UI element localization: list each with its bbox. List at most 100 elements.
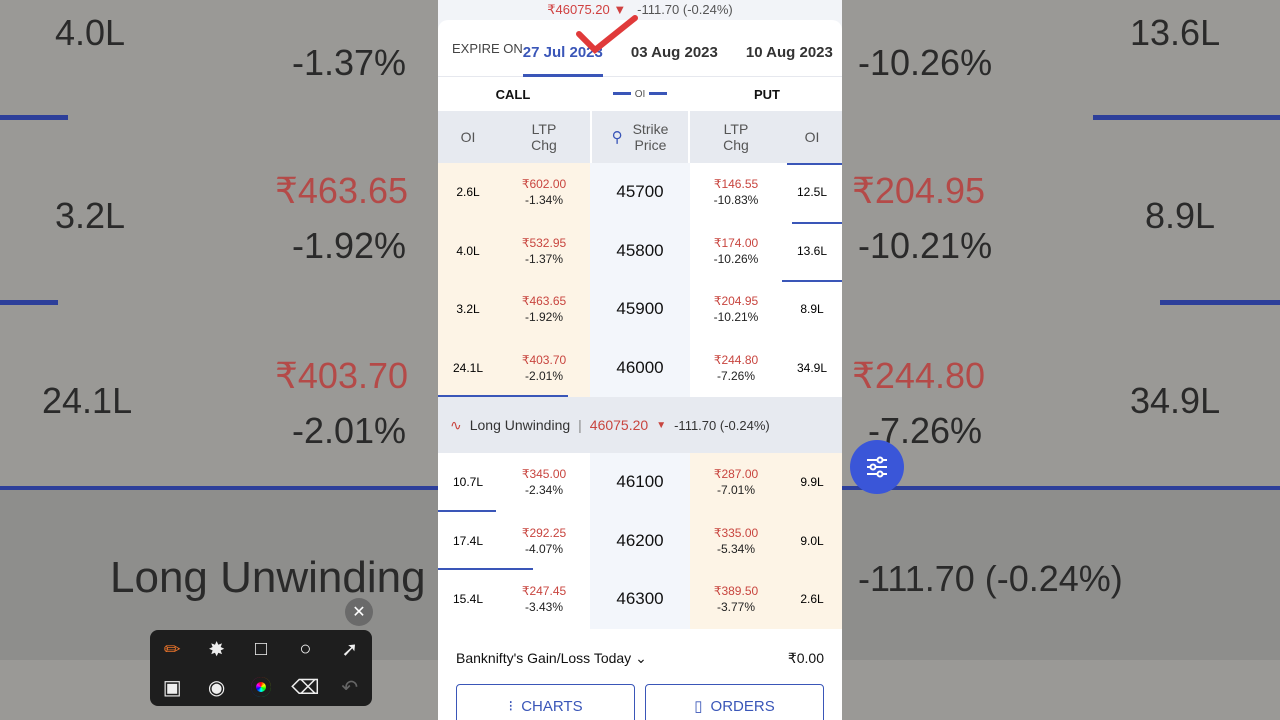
strike-price: 46300 bbox=[590, 570, 690, 629]
call-oi: 4.0L bbox=[438, 221, 498, 280]
put-oi: 2.6L bbox=[782, 570, 842, 629]
bg-text: ₹463.65 bbox=[275, 170, 409, 211]
buildup-label: Long Unwinding bbox=[469, 417, 571, 433]
header-call-oi: OI bbox=[460, 129, 476, 145]
call-ltp[interactable]: ₹247.45 -3.43% bbox=[521, 584, 567, 615]
bg-text: 4.0L bbox=[55, 12, 126, 53]
oi-legend: OI bbox=[588, 89, 692, 100]
put-oi-bar bbox=[787, 163, 842, 165]
bg-text: 3.2L bbox=[55, 195, 126, 236]
put-oi: 12.5L bbox=[796, 185, 828, 200]
call-ltp[interactable]: ₹403.70 -2.01% bbox=[498, 338, 590, 397]
table-row[interactable]: 15.4L ₹247.45 -3.43% 46300 ₹389.50 -3.77% … bbox=[438, 570, 842, 629]
brush-icon[interactable]: ✏ bbox=[163, 638, 181, 661]
color-wheel-icon[interactable] bbox=[250, 677, 271, 697]
gain-loss-value: ₹0.00 bbox=[787, 649, 824, 666]
call-oi-bar bbox=[438, 509, 496, 512]
call-oi: 10.7L bbox=[452, 475, 484, 490]
spot-change: -111.70 (-0.24%) bbox=[637, 2, 733, 17]
put-oi: 9.9L bbox=[782, 453, 842, 512]
strike-price: 45800 bbox=[590, 221, 690, 280]
call-oi-bar bbox=[438, 568, 533, 570]
header-put-ltp: LTP Chg bbox=[723, 121, 749, 153]
call-ltp[interactable]: ₹345.00 -2.34% bbox=[521, 467, 567, 498]
chevron-down-icon: ⌄ bbox=[635, 649, 647, 666]
strike-price: 46100 bbox=[590, 453, 690, 512]
put-oi: 13.6L bbox=[796, 243, 828, 258]
strike-search[interactable]: ⚲ Strike Price bbox=[590, 111, 690, 163]
strike-price: 45700 bbox=[590, 163, 690, 222]
call-oi: 2.6L bbox=[438, 163, 498, 222]
laser-pen-icon[interactable]: ✸ bbox=[208, 638, 225, 661]
put-ltp[interactable]: ₹287.00 -7.01% bbox=[690, 453, 782, 512]
bg-text: 13.6L bbox=[1130, 12, 1221, 53]
down-arrow-icon: ▼ bbox=[613, 2, 627, 17]
search-icon: ⚲ bbox=[611, 129, 623, 146]
put-oi: 8.9L bbox=[800, 302, 824, 317]
sliders-icon bbox=[867, 456, 887, 478]
call-ltp[interactable]: ₹463.65 -1.92% bbox=[498, 280, 590, 339]
table-row[interactable]: 4.0L ₹532.95 -1.37% 45800 ₹174.00 -10.26% … bbox=[438, 221, 842, 280]
put-oi: 34.9L bbox=[796, 360, 828, 375]
table-row[interactable]: 10.7L ₹345.00 -2.34% 46100 ₹287.00 -7.01% … bbox=[438, 453, 842, 512]
rectangle-icon[interactable]: □ bbox=[254, 637, 268, 660]
close-toolbar-button[interactable]: ✕ bbox=[345, 598, 373, 626]
undo-icon[interactable]: ↶ bbox=[341, 676, 359, 699]
bg-text: ₹244.80 bbox=[852, 355, 986, 396]
expiry-tabs: EXPIRE ON 27 Jul 2023 03 Aug 2023 10 Aug… bbox=[438, 15, 842, 77]
put-ltp[interactable]: ₹244.80 -7.26% bbox=[713, 352, 759, 383]
bg-text: -10.26% bbox=[858, 42, 993, 83]
spot-price: ₹46075.20 bbox=[547, 2, 610, 17]
put-ltp[interactable]: ₹174.00 -10.26% bbox=[713, 235, 759, 266]
option-chain-screen: ₹46075.20 ▼ -111.70 (-0.24%) EXPIRE ON 2… bbox=[438, 0, 842, 720]
bg-text: ₹403.70 bbox=[275, 355, 409, 396]
put-oi: 9.0L bbox=[782, 511, 842, 570]
table-row[interactable]: 17.4L ₹292.25 -4.07% 46200 ₹335.00 -5.34% … bbox=[438, 511, 842, 570]
tab-expiry-27-jul[interactable]: 27 Jul 2023 bbox=[522, 20, 603, 77]
call-label: CALL bbox=[495, 86, 531, 102]
annotation-check-mark bbox=[576, 15, 638, 55]
spot-price: 46075.20 bbox=[589, 417, 649, 433]
header-put-oi: OI bbox=[804, 129, 820, 145]
bg-text: 24.1L bbox=[42, 380, 133, 421]
spot-bar: ∿ Long Unwinding | 46075.20 ▼ -111.70 (-… bbox=[438, 397, 842, 453]
table-row[interactable]: 3.2L ₹463.65 -1.92% 45900 ₹204.95 -10.21% … bbox=[438, 280, 842, 339]
call-ltp[interactable]: ₹602.00 -1.34% bbox=[498, 163, 590, 222]
bg-text: -10.21% bbox=[858, 225, 993, 266]
put-oi-bar bbox=[782, 280, 842, 282]
orders-button[interactable]: ▯ ORDERS bbox=[645, 684, 824, 720]
bg-text: -1.37% bbox=[292, 42, 407, 83]
bg-text: 8.9L bbox=[1145, 195, 1216, 236]
call-oi: 24.1L bbox=[438, 338, 498, 397]
arrow-icon[interactable]: ➚ bbox=[341, 638, 359, 661]
gain-loss-row[interactable]: Banknifty's Gain/Loss Today ⌄ ₹0.00 bbox=[438, 636, 842, 680]
table-row[interactable]: 2.6L ₹602.00 -1.34% 45700 ₹146.55 -10.83% … bbox=[438, 163, 842, 222]
filter-button[interactable] bbox=[850, 440, 904, 494]
gain-loss-label: Banknifty's Gain/Loss Today bbox=[456, 649, 632, 666]
call-ltp[interactable]: ₹292.25 -4.07% bbox=[521, 525, 567, 556]
put-ltp[interactable]: ₹389.50 -3.77% bbox=[690, 570, 782, 629]
put-ltp[interactable]: ₹335.00 -5.34% bbox=[690, 511, 782, 570]
expiry-label: EXPIRE ON bbox=[452, 40, 523, 56]
spot-summary: ₹46075.20 ▼ -111.70 (-0.24%) bbox=[438, 0, 842, 20]
strike-price: 46000 bbox=[590, 338, 690, 397]
table-row[interactable]: 24.1L ₹403.70 -2.01% 46000 ₹244.80 -7.26% … bbox=[438, 338, 842, 397]
bg-text: ₹204.95 bbox=[852, 170, 986, 211]
charts-button[interactable]: ⁝ CHARTS bbox=[456, 684, 635, 720]
circle-icon[interactable]: ○ bbox=[299, 637, 312, 660]
camera-icon[interactable]: ◉ bbox=[207, 676, 226, 699]
charts-icon: ⁝ bbox=[508, 698, 514, 715]
call-oi: 15.4L bbox=[452, 592, 484, 607]
call-ltp[interactable]: ₹532.95 -1.37% bbox=[498, 221, 590, 280]
mosaic-icon[interactable]: ▣ bbox=[162, 676, 182, 699]
bg-text: -2.01% bbox=[292, 410, 407, 451]
eraser-icon[interactable]: ⌫ bbox=[291, 676, 320, 699]
table-header: OI LTP Chg ⚲ Strike Price LTP Chg OI bbox=[438, 111, 842, 163]
tab-expiry-10-aug[interactable]: 10 Aug 2023 bbox=[745, 43, 833, 61]
tab-expiry-03-aug[interactable]: 03 Aug 2023 bbox=[630, 43, 718, 61]
call-oi-bar bbox=[438, 395, 568, 397]
put-ltp[interactable]: ₹204.95 -10.21% bbox=[713, 294, 759, 325]
bg-text: 34.9L bbox=[1130, 380, 1221, 421]
put-oi-bar bbox=[792, 221, 842, 224]
put-ltp[interactable]: ₹146.55 -10.83% bbox=[713, 177, 759, 208]
